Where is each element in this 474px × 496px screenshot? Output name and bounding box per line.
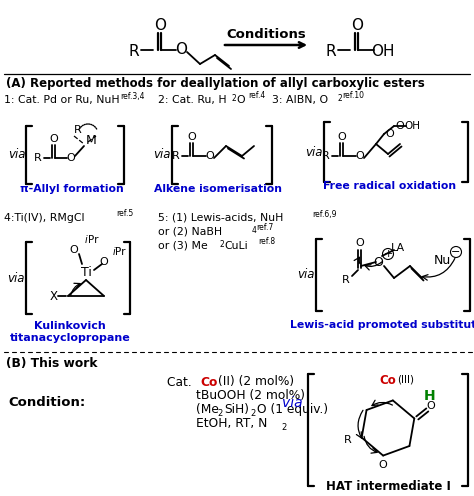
Text: via: via [8,148,26,162]
Text: O: O [236,95,245,105]
Text: 2: 2 [250,409,255,418]
Text: or (3) Me: or (3) Me [158,241,208,251]
Text: SiH): SiH) [224,404,249,417]
Text: Pr: Pr [88,235,98,245]
Text: 2: 2 [338,94,343,103]
Text: via: via [7,271,25,285]
Text: ref.6,9: ref.6,9 [312,209,337,219]
Text: 2: 2 [282,423,287,432]
Text: 2: Cat. Ru, H: 2: Cat. Ru, H [158,95,227,105]
Text: tBuOOH (2 mol%): tBuOOH (2 mol%) [196,389,305,402]
Text: O: O [351,18,363,34]
Text: O: O [100,257,109,267]
Text: Free radical oxidation: Free radical oxidation [323,181,456,191]
Text: O: O [373,255,383,268]
Text: ref.10: ref.10 [342,91,364,101]
Text: Nu: Nu [433,253,451,266]
Text: O: O [67,153,75,163]
Text: 2: 2 [220,240,225,249]
Text: i: i [85,235,87,245]
Text: O: O [70,245,78,255]
Text: R: R [322,151,330,161]
Text: O: O [206,151,214,161]
Text: O: O [396,121,404,131]
Text: EtOH, RT, N: EtOH, RT, N [196,418,267,431]
Text: O: O [379,460,388,470]
Text: OH: OH [404,121,420,131]
Text: via: via [153,148,171,162]
Text: or (2) NaBH: or (2) NaBH [158,227,222,237]
Text: M: M [86,133,96,146]
Text: R: R [74,125,82,135]
Text: ref.8: ref.8 [258,238,275,247]
Text: (II) (2 mol%): (II) (2 mol%) [218,375,294,388]
Text: 2: 2 [218,409,223,418]
Text: +: + [383,249,392,259]
Text: 3: AIBN, O: 3: AIBN, O [272,95,328,105]
Text: Pr: Pr [115,247,125,257]
Text: 1: Cat. Pd or Ru, NuH: 1: Cat. Pd or Ru, NuH [4,95,119,105]
Text: Co: Co [380,373,396,386]
Text: (III): (III) [398,375,414,385]
Text: Ti: Ti [81,265,91,278]
Text: ref.5: ref.5 [116,209,133,219]
Text: ref.7: ref.7 [256,224,273,233]
Text: 4:Ti(IV), RMgCl: 4:Ti(IV), RMgCl [4,213,84,223]
Text: LA: LA [391,243,405,253]
Text: O: O [49,134,58,144]
Text: Kulinkovich: Kulinkovich [34,321,106,331]
Text: Alkene isomerisation: Alkene isomerisation [154,184,282,194]
Text: OH: OH [371,44,395,59]
Text: CuLi: CuLi [224,241,247,251]
Text: O: O [187,132,196,142]
Text: O: O [154,18,166,34]
Text: −: − [451,247,461,257]
Text: Condition:: Condition: [8,396,85,410]
Text: ref.3,4: ref.3,4 [120,91,145,101]
Text: ref.4: ref.4 [248,91,265,101]
Text: H: H [424,389,436,403]
Text: HAT intermediate I: HAT intermediate I [326,480,450,493]
Text: via: via [297,268,315,282]
Text: O: O [356,151,365,161]
Text: R: R [34,153,42,163]
Text: Cat.: Cat. [167,375,196,388]
Text: R: R [128,45,139,60]
Text: via: via [305,145,323,159]
Text: Lewis-acid promoted substitution: Lewis-acid promoted substitution [291,320,474,330]
Text: 5: (1) Lewis-acids, NuH: 5: (1) Lewis-acids, NuH [158,213,283,223]
Text: O: O [355,238,364,248]
Text: Co: Co [200,375,218,388]
Text: i: i [113,247,115,257]
Text: titanacyclopropane: titanacyclopropane [9,333,130,343]
Text: R: R [326,45,337,60]
Text: O: O [426,401,435,411]
Text: Conditions: Conditions [226,27,306,41]
Text: O: O [386,129,394,139]
Text: (A) Reported methods for deallylation of allyl carboxylic esters: (A) Reported methods for deallylation of… [6,77,425,90]
Text: 2: 2 [232,94,237,103]
Text: O (1 equiv.): O (1 equiv.) [257,404,328,417]
Text: O: O [175,43,187,58]
Text: (Me: (Me [196,404,219,417]
Text: O: O [337,132,346,142]
Text: (B) This work: (B) This work [6,357,98,370]
Text: 4: 4 [252,226,257,235]
Text: π-Allyl formation: π-Allyl formation [20,184,124,194]
Text: R: R [342,275,350,285]
Text: via: via [282,396,302,410]
Text: R: R [344,434,352,444]
Text: X: X [50,290,58,303]
Text: R: R [172,151,180,161]
